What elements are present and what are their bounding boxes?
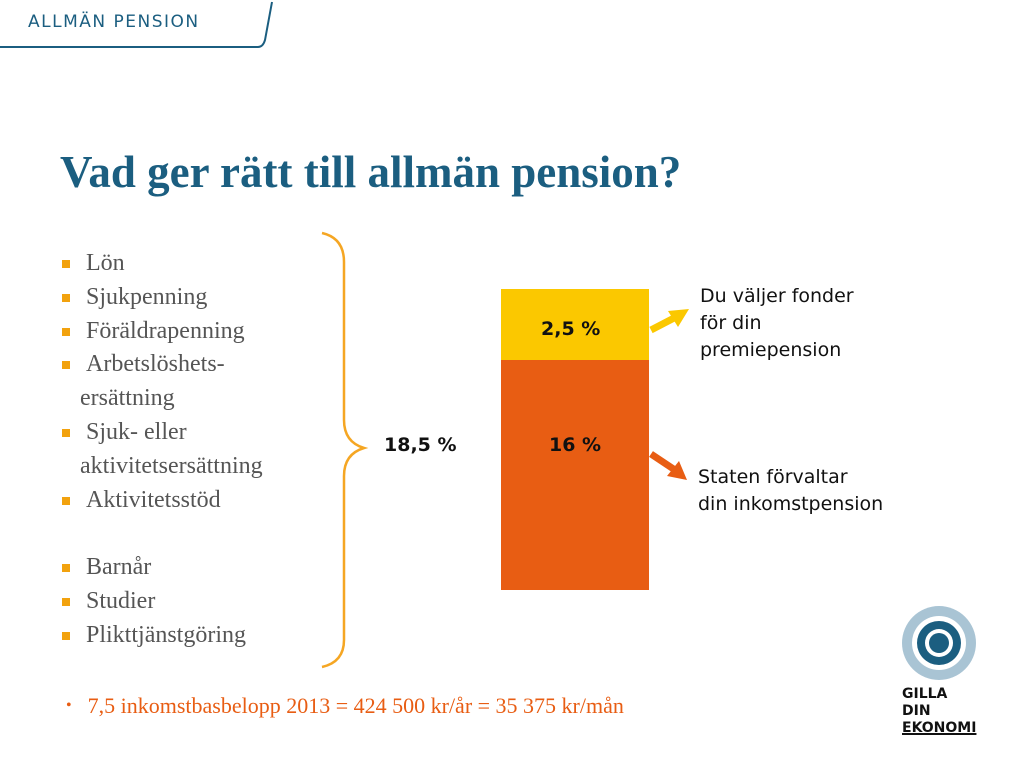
list-item: Barnår [60,551,263,585]
logo-wordmark: GILLA DIN EKONOMI [902,686,977,736]
bullet-square-icon [62,597,70,606]
bullet-square-icon [62,428,70,437]
income-percent-label: 16 % [549,434,602,456]
income-base-note: • 7,5 inkomstbasbelopp 2013 = 424 500 kr/… [66,693,624,718]
bullet-square-icon [62,293,70,302]
premium-pension-segment [501,289,649,360]
qualifying-income-list: Lön Sjukpenning Föräldrapenning Arbetslö… [60,247,263,653]
section-label: ALLMÄN PENSION [28,12,200,32]
list-item: Lön [60,247,263,281]
bullet-square-icon [62,361,70,370]
income-pension-segment [501,360,649,590]
list-item: Aktivitetsstöd [60,484,263,518]
list-item: Sjukpenning [60,281,263,315]
arrow-up-right-icon [649,309,689,334]
bullet-square-icon [62,564,70,573]
premium-percent-label: 2,5 % [541,318,601,340]
premium-pension-note: Du väljer fonder för din premiepension [700,285,854,361]
list-item: Arbetslöshets-ersättning [60,348,263,416]
total-percent-label: 18,5 % [384,434,457,456]
bullet-square-icon [62,496,70,505]
income-pension-note: Staten förvaltar din inkomstpension [698,466,884,515]
bullet-dot-icon: • [66,697,72,714]
list-item: Föräldrapenning [60,315,263,349]
page-title: Vad ger rätt till allmän pension? [60,147,682,197]
bullet-square-icon [62,260,70,268]
list-item: Sjuk- eller aktivitetsersättning [60,416,263,484]
arrow-down-right-icon [649,451,687,480]
list-item: Studier [60,585,263,619]
bullet-square-icon [62,327,70,336]
list-item: Plikttjänstgöring [60,619,263,653]
bullet-square-icon [62,631,70,640]
